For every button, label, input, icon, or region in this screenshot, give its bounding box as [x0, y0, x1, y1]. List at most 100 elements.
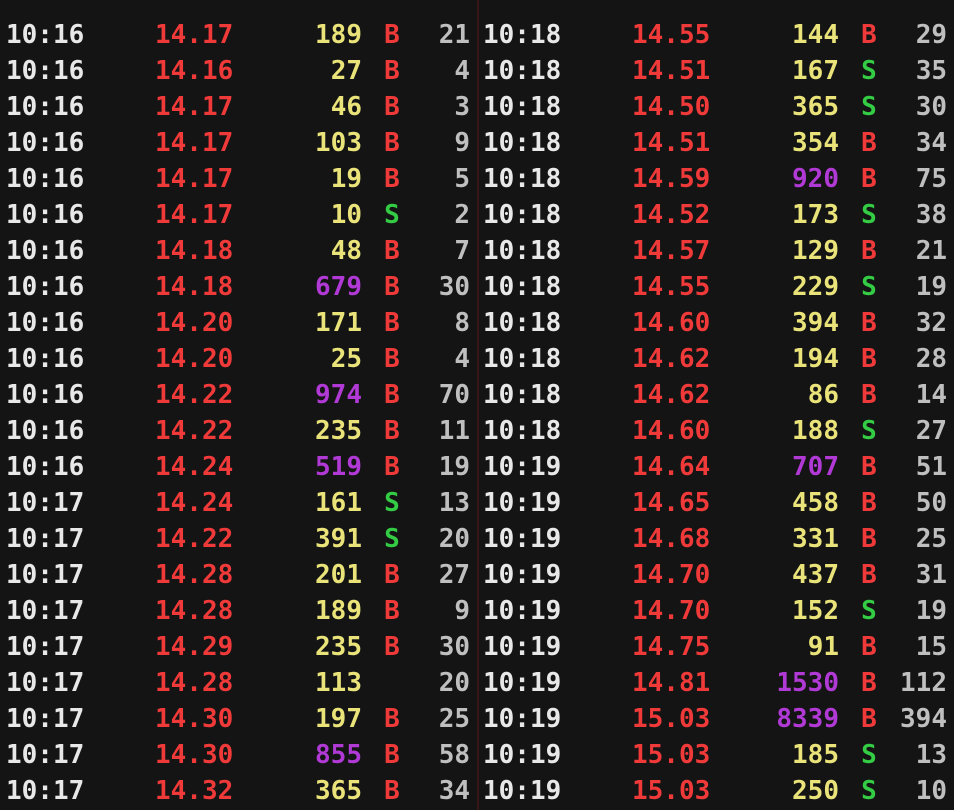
trade-side: B — [384, 632, 400, 662]
trade-side: B — [384, 236, 400, 266]
trade-row[interactable]: 10:16 14.17 10 S 2 — [0, 197, 477, 233]
trade-volume: 185 — [792, 740, 839, 770]
trade-row[interactable]: 10:16 14.17 189 B 21 — [0, 17, 477, 53]
trade-side: B — [861, 20, 877, 50]
trade-price: 14.24 — [155, 452, 234, 482]
trade-price: 14.28 — [155, 596, 234, 626]
trade-row[interactable]: 10:19 15.03 8339 B 394 — [477, 701, 954, 737]
trade-side: B — [861, 380, 877, 410]
trade-row[interactable]: 10:17 14.28 189 B 9 — [0, 593, 477, 629]
trade-price: 14.62 — [632, 344, 711, 374]
trade-row[interactable]: 10:17 14.30 197 B 25 — [0, 701, 477, 737]
trade-price: 14.62 — [632, 380, 711, 410]
trade-price: 14.24 — [155, 488, 234, 518]
trade-count: 13 — [438, 488, 470, 518]
trade-row[interactable]: 10:19 14.70 152 S 19 — [477, 593, 954, 629]
trade-price: 14.57 — [632, 236, 711, 266]
trade-row[interactable]: 10:18 14.51 354 B 34 — [477, 125, 954, 161]
trade-side: S — [861, 272, 877, 302]
trade-count: 75 — [915, 164, 947, 194]
trade-volume: 235 — [315, 632, 362, 662]
trade-row[interactable]: 10:16 14.20 25 B 4 — [0, 341, 477, 377]
trade-time: 10:16 — [6, 128, 85, 158]
trade-row[interactable]: 10:18 14.60 188 S 27 — [477, 413, 954, 449]
trade-row[interactable]: 10:18 14.55 229 S 19 — [477, 269, 954, 305]
trade-row[interactable]: 10:16 14.22 235 B 11 — [0, 413, 477, 449]
trade-side: B — [861, 308, 877, 338]
trade-row[interactable]: 10:19 14.70 437 B 31 — [477, 557, 954, 593]
trade-count: 58 — [438, 740, 470, 770]
trade-row[interactable]: 10:16 14.16 27 B 4 — [0, 53, 477, 89]
trade-count: 21 — [438, 20, 470, 50]
trade-count: 20 — [438, 524, 470, 554]
trade-side: B — [384, 92, 400, 122]
trade-volume: 25 — [330, 344, 362, 374]
trade-row[interactable]: 10:17 14.24 161 S 13 — [0, 485, 477, 521]
trade-count: 11 — [438, 416, 470, 446]
trade-price: 14.75 — [632, 632, 711, 662]
trade-time: 10:17 — [6, 488, 85, 518]
trade-row[interactable]: 10:19 15.03 185 S 13 — [477, 737, 954, 773]
trade-row[interactable]: 10:16 14.18 679 B 30 — [0, 269, 477, 305]
trade-row[interactable]: 10:18 14.60 394 B 32 — [477, 305, 954, 341]
trade-side: S — [861, 56, 877, 86]
trade-row[interactable]: 10:16 14.18 48 B 7 — [0, 233, 477, 269]
trade-row[interactable]: 10:19 15.03 250 S 10 — [477, 773, 954, 809]
trade-side: S — [384, 524, 400, 554]
trade-row[interactable]: 10:19 14.68 331 B 25 — [477, 521, 954, 557]
trade-time: 10:16 — [6, 452, 85, 482]
trade-row[interactable]: 10:17 14.22 391 S 20 — [0, 521, 477, 557]
trade-row[interactable]: 10:19 14.65 458 B 50 — [477, 485, 954, 521]
trade-side: S — [861, 92, 877, 122]
trade-side: B — [384, 20, 400, 50]
trade-row[interactable]: 10:17 14.28 113 20 — [0, 665, 477, 701]
trade-row[interactable]: 10:17 14.29 235 B 30 — [0, 629, 477, 665]
trade-time: 10:16 — [6, 416, 85, 446]
trade-side: B — [861, 704, 877, 734]
trade-price: 14.60 — [632, 416, 711, 446]
trade-side: B — [861, 128, 877, 158]
trade-row[interactable]: 10:16 14.20 171 B 8 — [0, 305, 477, 341]
trade-count: 25 — [438, 704, 470, 734]
trade-row[interactable]: 10:16 14.24 519 B 19 — [0, 449, 477, 485]
trade-time: 10:18 — [483, 272, 562, 302]
trade-row[interactable]: 10:18 14.55 144 B 29 — [477, 17, 954, 53]
trade-volume: 394 — [792, 308, 839, 338]
trade-row[interactable]: 10:18 14.50 365 S 30 — [477, 89, 954, 125]
trade-count: 32 — [915, 308, 947, 338]
trade-time: 10:19 — [483, 704, 562, 734]
trade-row[interactable]: 10:17 14.28 201 B 27 — [0, 557, 477, 593]
trade-volume: 365 — [792, 92, 839, 122]
trade-count: 9 — [454, 128, 470, 158]
trade-row[interactable]: 10:16 14.22 974 B 70 — [0, 377, 477, 413]
trade-row[interactable]: 10:19 14.64 707 B 51 — [477, 449, 954, 485]
trade-time: 10:18 — [483, 380, 562, 410]
trade-row[interactable]: 10:17 14.30 855 B 58 — [0, 737, 477, 773]
trade-price: 14.18 — [155, 236, 234, 266]
trade-row[interactable]: 10:18 14.59 920 B 75 — [477, 161, 954, 197]
trade-row[interactable]: 10:18 14.57 129 B 21 — [477, 233, 954, 269]
trade-row[interactable]: 10:18 14.51 167 S 35 — [477, 53, 954, 89]
trade-row[interactable]: 10:18 14.62 86 B 14 — [477, 377, 954, 413]
trade-volume: 235 — [315, 416, 362, 446]
trade-volume: 197 — [315, 704, 362, 734]
trade-row[interactable]: 10:16 14.17 103 B 9 — [0, 125, 477, 161]
trade-time: 10:17 — [6, 740, 85, 770]
trade-price: 14.51 — [632, 56, 711, 86]
trade-row[interactable]: 10:16 14.17 46 B 3 — [0, 89, 477, 125]
trade-row[interactable]: 10:19 14.81 1530 B 112 — [477, 665, 954, 701]
trade-row[interactable]: 10:18 14.62 194 B 28 — [477, 341, 954, 377]
trade-time: 10:18 — [483, 344, 562, 374]
trade-count: 27 — [438, 560, 470, 590]
trade-volume: 365 — [315, 776, 362, 806]
trade-side: B — [384, 380, 400, 410]
trade-row[interactable]: 10:19 14.75 91 B 15 — [477, 629, 954, 665]
trade-price: 14.55 — [632, 20, 711, 50]
trade-price: 14.59 — [632, 164, 711, 194]
trade-side: B — [861, 668, 877, 698]
trade-price: 15.03 — [632, 776, 711, 806]
trade-volume: 8339 — [776, 704, 839, 734]
trade-row[interactable]: 10:18 14.52 173 S 38 — [477, 197, 954, 233]
trade-row[interactable]: 10:16 14.17 19 B 5 — [0, 161, 477, 197]
trade-row[interactable]: 10:17 14.32 365 B 34 — [0, 773, 477, 809]
